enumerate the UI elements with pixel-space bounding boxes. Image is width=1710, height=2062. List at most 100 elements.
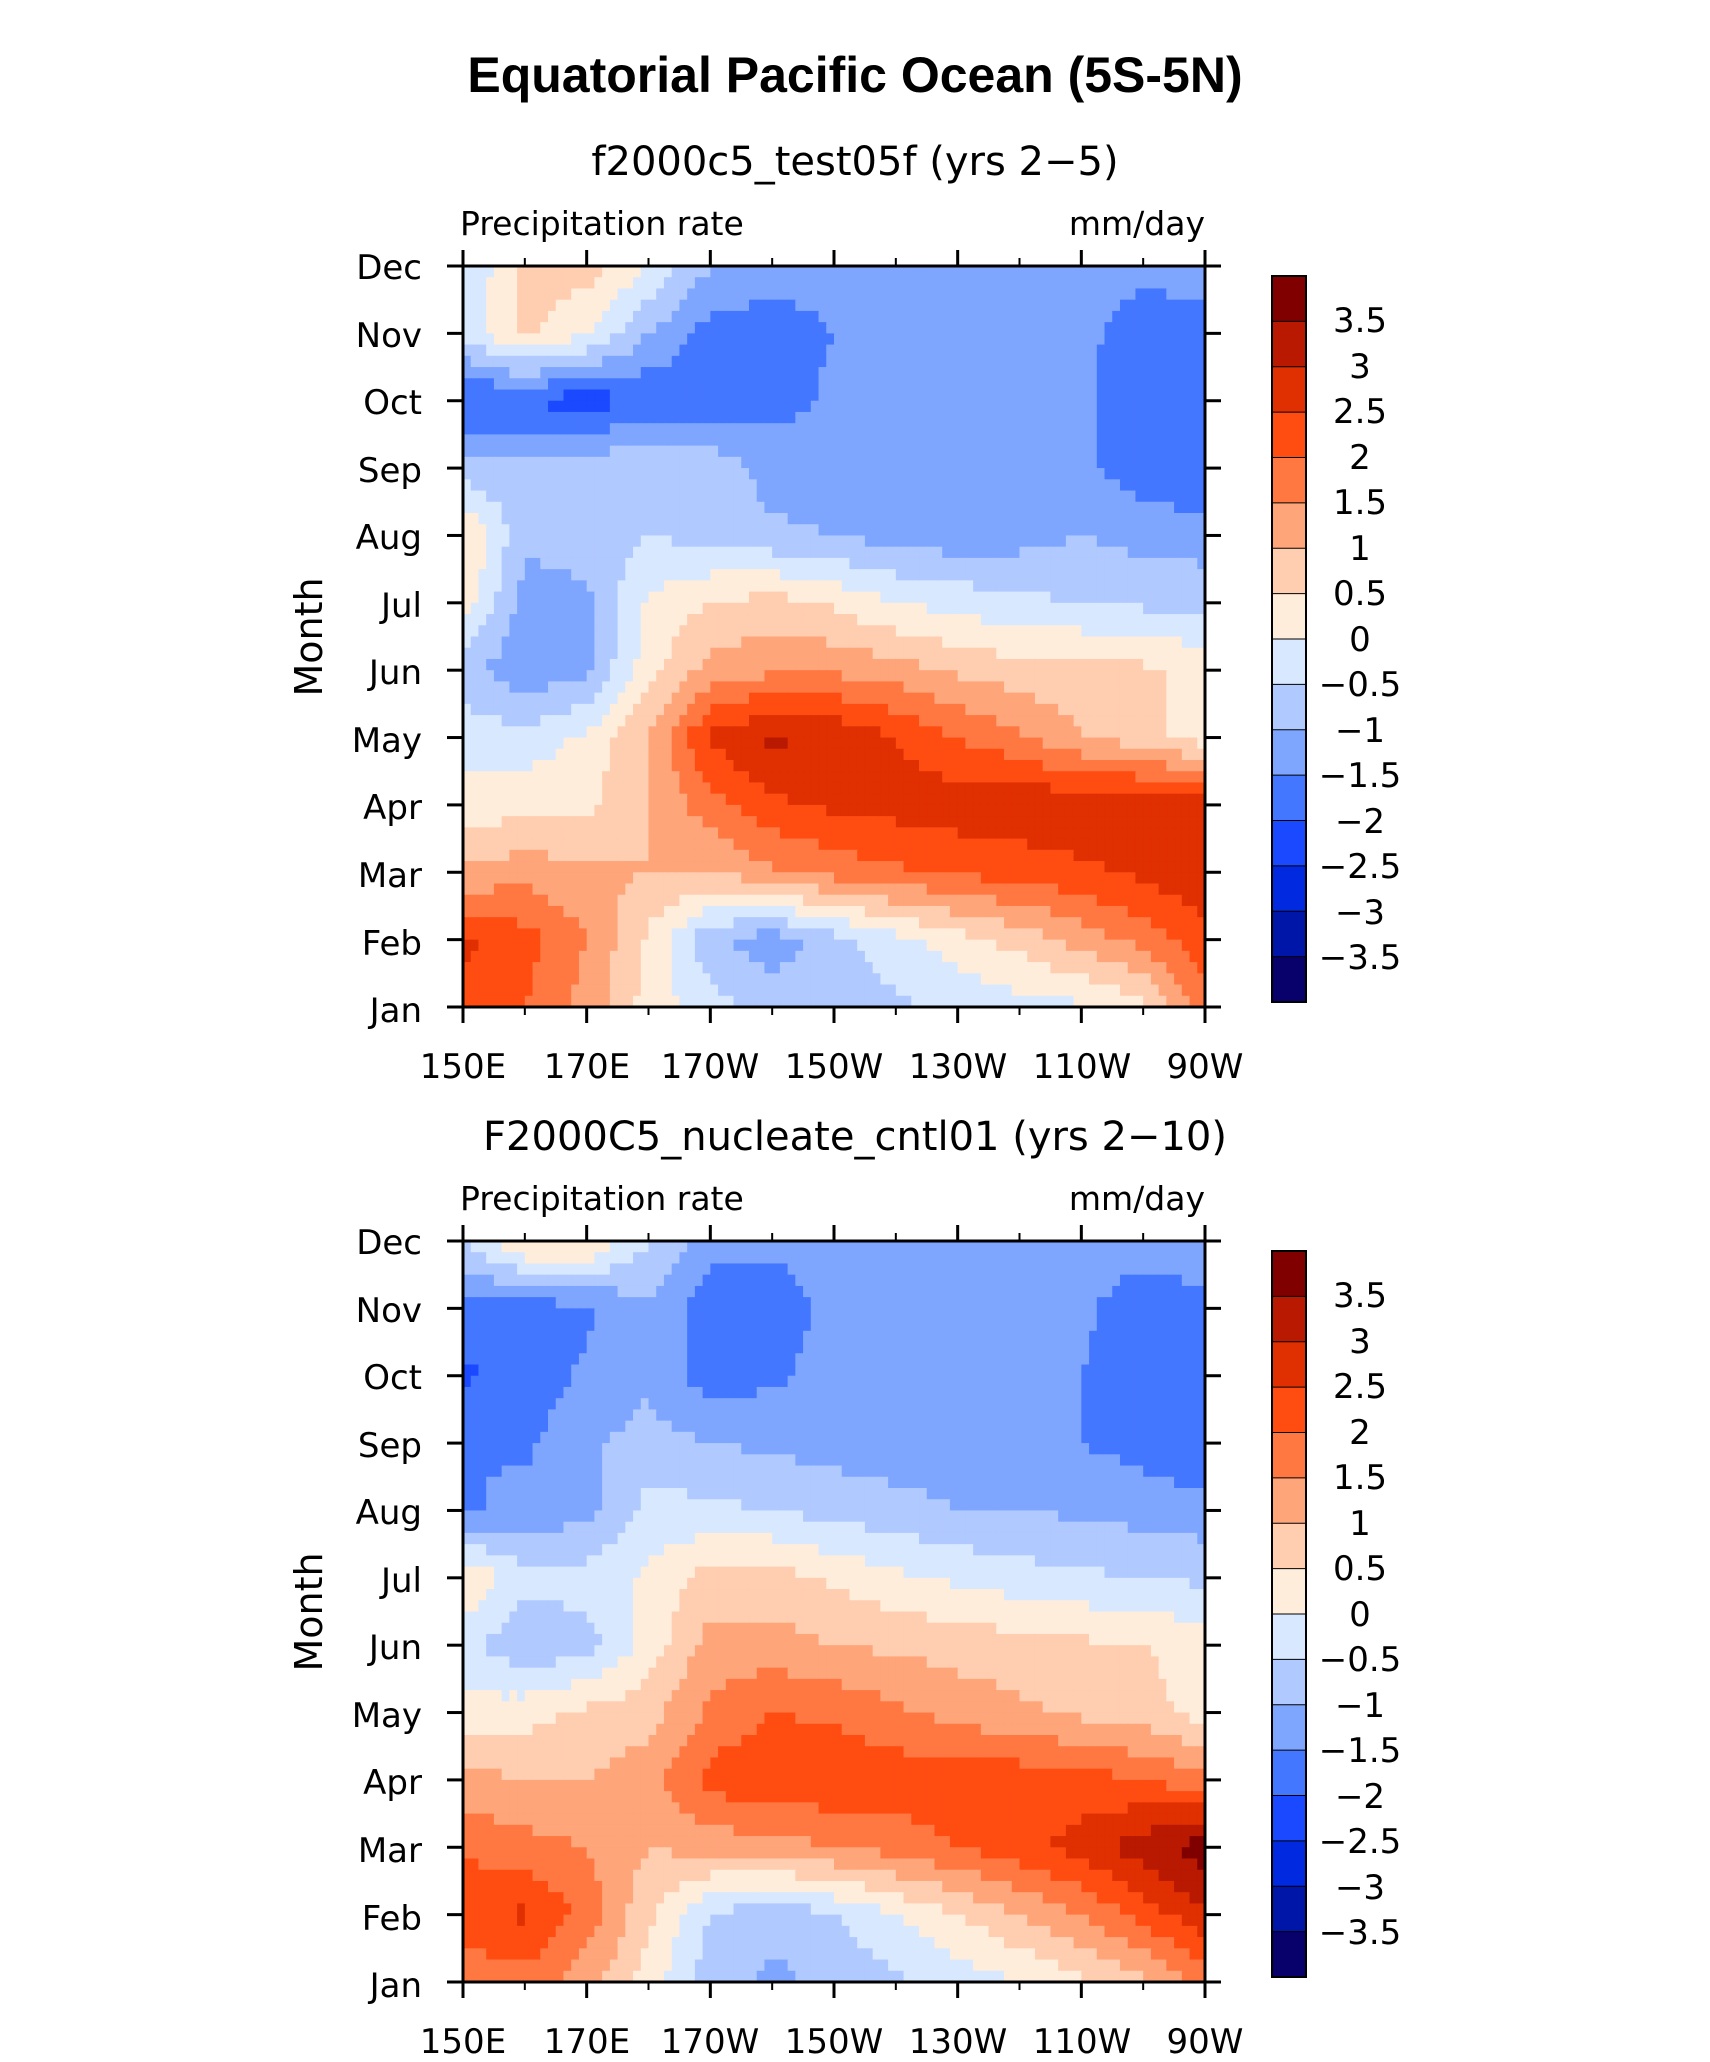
contour-cell [602,513,611,525]
contour-cell [965,760,974,772]
contour-cell [524,737,534,750]
contour-cell [864,310,874,323]
contour-cell [571,524,580,537]
contour-cell [1004,726,1013,739]
contour-cell [818,411,827,424]
contour-cell [980,681,990,694]
contour-cell [911,816,920,828]
contour-cell [1011,760,1021,772]
contour-cell [1112,479,1121,492]
contour-cell [1027,322,1036,334]
contour-cell [810,793,820,806]
contour-cell [880,748,889,761]
contour-cell [888,771,897,784]
contour-cell [988,658,997,671]
contour-cell [517,557,526,570]
contour-cell [1135,737,1144,750]
contour-cell [1127,580,1137,593]
contour-cell [663,378,673,391]
contour-cell [702,277,711,290]
contour-cell [625,266,634,278]
contour-cell [1011,355,1021,368]
contour-cell [957,726,966,739]
contour-cell [818,748,827,761]
contour-cell [965,367,974,379]
contour-cell [841,434,851,447]
contour-cell [548,367,557,379]
contour-cell [524,546,534,559]
contour-cell [1119,378,1129,391]
contour-cell [702,557,711,570]
contour-cell [779,692,789,705]
contour-cell [1050,748,1059,761]
contour-cell [787,277,796,290]
contour-cell [1042,546,1052,559]
contour-cell [694,456,704,469]
contour-cell [687,535,696,548]
contour-cell [548,524,557,537]
contour-cell [741,715,750,727]
contour-cell [942,614,951,626]
contour-cell [1058,726,1067,739]
contour-cell [1096,299,1106,312]
contour-cell [1096,322,1106,334]
contour-cell [578,614,588,626]
contour-cell [818,546,827,559]
contour-cell [1027,681,1036,694]
contour-cell [1089,445,1098,458]
contour-cell [957,827,966,840]
contour-cell [625,468,634,480]
contour-cell [1019,591,1028,604]
contour-cell [1011,715,1021,727]
contour-cell [671,411,681,424]
contour-cell [710,602,719,615]
contour-cell [1004,400,1013,413]
contour-cell [1158,737,1167,750]
contour-cell [563,389,572,402]
contour-cell [1158,310,1167,323]
contour-cell [1158,288,1167,301]
contour-cell [965,804,974,817]
contour-cell [617,378,626,391]
contour-cell [540,647,549,660]
contour-cell [694,838,704,851]
contour-cell [694,434,704,447]
contour-cell [756,501,766,514]
contour-cell [478,569,487,581]
contour-cell [1019,726,1028,739]
contour-cell [602,681,611,694]
contour-cell [872,614,881,626]
contour-cell [1166,299,1175,312]
contour-cell [656,400,665,413]
contour-cell [1073,636,1082,649]
contour-cell [617,591,626,604]
contour-cell [1181,468,1191,480]
contour-cell [1143,838,1152,851]
contour-cell [1004,310,1013,323]
contour-cell [493,490,503,503]
contour-cell [741,423,750,436]
contour-cell [957,793,966,806]
contour-cell [1096,658,1106,671]
contour-cell [478,838,487,851]
contour-cell [640,546,650,559]
contour-cell [648,580,657,593]
contour-cell [486,838,495,851]
contour-cell [663,692,673,705]
contour-cell [648,524,657,537]
contour-cell [1034,378,1044,391]
contour-cell [594,591,603,604]
contour-cell [965,546,974,559]
contour-cell [965,355,974,368]
contour-cell [694,726,704,739]
contour-cell [687,344,696,357]
contour-cell [965,456,974,469]
contour-cell [663,400,673,413]
contour-cell [803,804,812,817]
contour-cell [733,591,742,604]
contour-cell [849,546,858,559]
contour-cell [687,804,696,817]
contour-cell [548,602,557,615]
contour-cell [648,468,657,480]
contour-cell [602,748,611,761]
